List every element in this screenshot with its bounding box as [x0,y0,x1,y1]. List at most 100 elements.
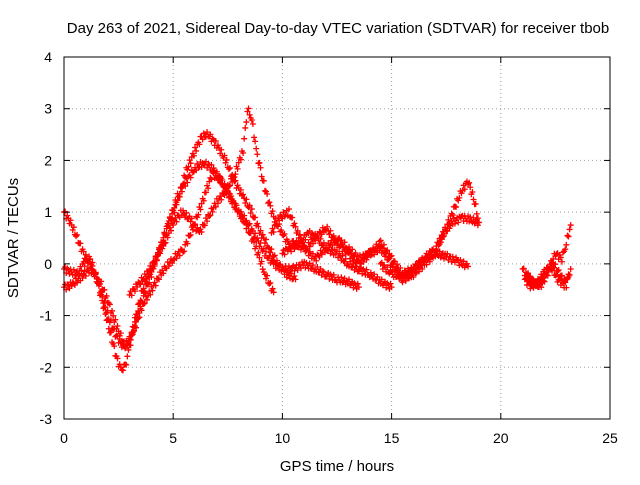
data-point [270,289,277,296]
data-point [281,231,288,238]
data-point [162,239,169,246]
data-point [290,237,297,244]
data-point [218,146,225,153]
data-point [549,267,556,274]
data-point [133,318,140,325]
data-point [145,271,152,278]
data-point [180,207,187,214]
data-point [220,190,227,197]
data-point [226,165,233,171]
data-point [315,235,322,241]
data-point [243,119,250,126]
data-point [166,224,173,231]
grid [64,57,610,419]
data-point [266,252,273,259]
data-point [268,257,275,264]
data-point [198,229,205,236]
data-point [281,251,288,258]
data-point [156,249,163,256]
data-point [186,232,193,239]
data-point [555,276,562,283]
data-point [240,191,247,198]
data-point [521,276,528,283]
data-point [77,240,84,247]
data-point [124,342,131,349]
data-point [436,248,443,255]
data-point [374,273,381,280]
data-point [64,212,71,219]
data-point [114,355,121,362]
data-point [320,268,327,275]
data-point [276,217,283,224]
y-tick-label: -2 [40,359,53,375]
data-point [205,185,212,192]
data-point [327,250,334,257]
data-point [109,307,116,314]
data-point [377,237,384,244]
data-point [218,196,225,203]
data-point [257,239,264,246]
data-point [261,187,268,194]
data-point [256,254,263,261]
data-point [212,137,219,144]
data-point [241,135,248,142]
data-point [187,231,194,238]
axis-ticks: 0 5 10 15 20 25 -3 -2 -1 0 1 2 3 4 [40,49,618,446]
data-point [151,279,158,286]
data-point [69,227,76,234]
data-point [161,240,168,247]
data-point [212,203,219,210]
data-point [377,260,384,267]
data-point [194,224,201,231]
data-point [387,280,394,287]
data-point [306,260,313,267]
data-point [294,227,301,234]
data-point [146,274,153,281]
data-point [193,147,200,154]
data-point [182,174,189,181]
data-point [363,251,370,258]
data-point [127,337,134,344]
data-point [297,246,304,253]
data-point [153,256,160,263]
data-point [550,264,557,271]
data-point [173,201,180,208]
data-point [269,285,276,292]
data-point [301,242,308,249]
data-point [291,220,298,227]
data-point [101,298,108,305]
data-point [133,324,140,331]
data-point [256,159,263,166]
data-point [126,333,133,340]
data-point [284,248,291,255]
y-tick-label: 4 [44,49,52,65]
data-point [173,218,180,225]
data-point [411,268,418,275]
data-point [204,129,211,136]
data-point [246,111,253,118]
data-point [561,284,568,291]
data-point [180,181,187,188]
data-point [469,188,476,195]
data-point [225,194,232,201]
data-point [557,254,564,261]
data-point [147,262,154,269]
data-point [252,214,259,221]
data-point [248,117,255,124]
data-point [159,267,166,274]
data-point [234,182,241,189]
data-point [441,232,448,239]
x-tick-label: 0 [60,430,68,446]
data-point [75,271,82,278]
data-point [449,212,456,219]
data-point [268,246,275,253]
data-point [364,254,371,261]
data-point [319,268,326,275]
data-point [473,210,480,217]
data-point [218,175,225,182]
data-point [349,246,356,253]
data-point [318,231,325,238]
data-point [434,239,441,246]
data-point [264,272,271,279]
data-point [192,144,199,151]
